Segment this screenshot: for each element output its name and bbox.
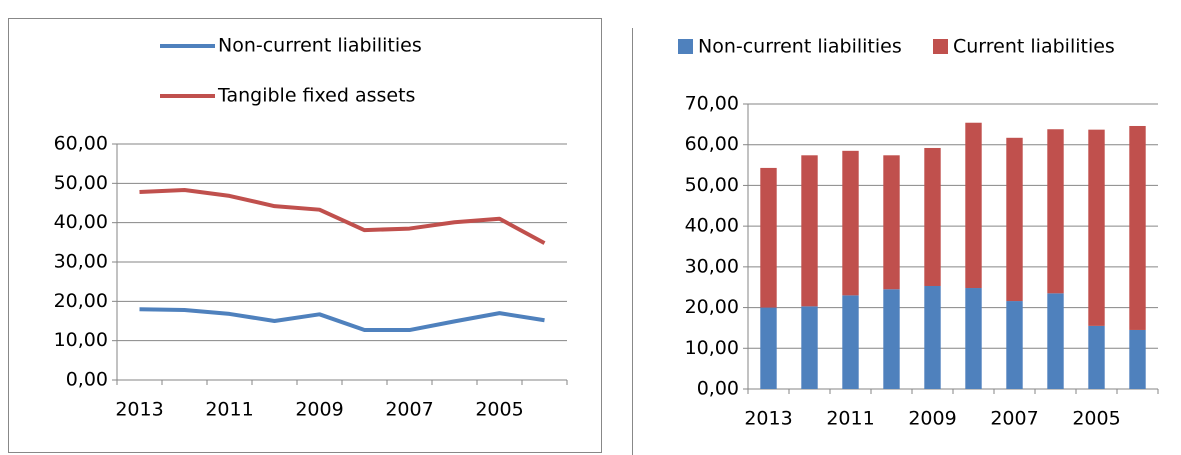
legend-label: Non-current liabilities — [698, 36, 902, 58]
x-tick-label: 2007 — [385, 399, 433, 421]
y-tick-label: 60,00 — [685, 133, 739, 155]
bar-segment — [842, 150, 859, 296]
bar-segment — [801, 155, 818, 307]
x-tick-label: 2011 — [205, 399, 253, 421]
x-tick-label: 2013 — [115, 399, 163, 421]
bar-segment — [760, 167, 777, 308]
series-line — [139, 188, 546, 245]
bar-segment — [1088, 129, 1105, 326]
bar-segment — [1088, 325, 1105, 389]
y-tick-label: 70,00 — [685, 93, 739, 115]
x-tick-label: 2009 — [908, 408, 956, 430]
y-tick-label: 0,00 — [66, 369, 108, 391]
y-tick-label: 50,00 — [54, 172, 108, 194]
legend-swatch — [678, 39, 693, 54]
y-tick-label: 50,00 — [685, 174, 739, 196]
y-tick-label: 10,00 — [685, 337, 739, 359]
legend-label: Non-current liabilities — [218, 35, 422, 57]
bar-segment — [760, 307, 777, 389]
bar-segment — [801, 306, 818, 389]
bar-segment — [965, 122, 982, 289]
bar-segment — [924, 285, 941, 389]
series-line — [139, 307, 545, 333]
x-tick-label: 2009 — [295, 399, 343, 421]
bar-segment — [1047, 293, 1064, 389]
left-frame — [8, 18, 602, 453]
bar-segment — [1006, 137, 1023, 302]
y-tick-label: 0,00 — [697, 378, 739, 400]
y-tick-label: 10,00 — [54, 329, 108, 351]
bar-segment — [965, 288, 982, 389]
x-tick-label: 2005 — [1072, 408, 1120, 430]
bar-segment — [1047, 129, 1064, 294]
x-tick-label: 2011 — [826, 408, 874, 430]
legend-label: Tangible fixed assets — [217, 85, 415, 107]
y-tick-label: 20,00 — [54, 290, 108, 312]
x-tick-label: 2007 — [990, 408, 1038, 430]
legend-label: Current liabilities — [953, 36, 1115, 58]
y-tick-label: 30,00 — [54, 251, 108, 273]
bar-segment — [1006, 301, 1023, 389]
y-tick-label: 40,00 — [685, 215, 739, 237]
bar-segment — [1129, 329, 1146, 389]
bar-segment — [883, 155, 900, 290]
y-tick-label: 40,00 — [54, 211, 108, 233]
y-tick-label: 20,00 — [685, 296, 739, 318]
x-tick-label: 2005 — [475, 399, 523, 421]
legend-swatch — [933, 39, 948, 54]
y-tick-label: 60,00 — [54, 133, 108, 155]
bar-segment — [924, 147, 941, 286]
bar-segment — [883, 289, 900, 389]
bar-segment — [1129, 125, 1146, 330]
y-tick-label: 30,00 — [685, 255, 739, 277]
x-tick-label: 2013 — [744, 408, 792, 430]
bar-segment — [842, 295, 859, 389]
